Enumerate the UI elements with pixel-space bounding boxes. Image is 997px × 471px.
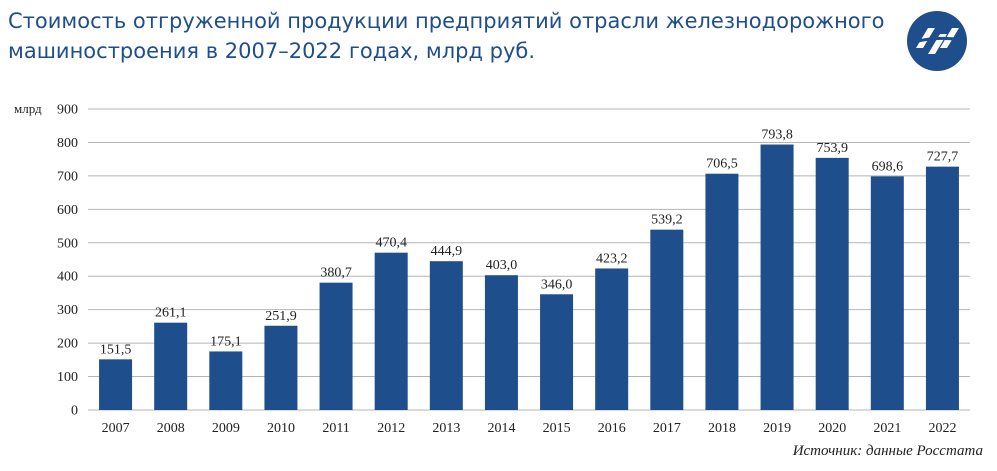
- value-label: 423,2: [596, 251, 628, 266]
- bar: [374, 252, 408, 410]
- company-logo-icon: [907, 11, 967, 71]
- bar: [705, 173, 739, 410]
- x-tick-label: 2019: [763, 421, 791, 436]
- bar: [540, 294, 574, 410]
- value-label: 346,0: [541, 277, 573, 292]
- bar: [209, 351, 243, 410]
- bar: [760, 144, 794, 410]
- x-tick-label: 2018: [708, 421, 736, 436]
- y-tick-label: 100: [57, 370, 78, 385]
- y-axis-ticks: 0 100 200 300 400 500 600 700 800 900: [57, 103, 78, 419]
- x-tick-label: 2010: [267, 421, 295, 436]
- x-tick-label: 2015: [543, 421, 571, 436]
- value-label: 151,5: [100, 342, 132, 357]
- value-label: 727,7: [927, 150, 959, 165]
- bar: [154, 322, 188, 410]
- y-tick-label: 300: [57, 303, 78, 318]
- x-tick-label: 2007: [102, 421, 130, 436]
- bars: [99, 144, 959, 410]
- value-label: 403,0: [486, 258, 518, 273]
- value-label: 539,2: [651, 213, 683, 228]
- y-tick-label: 200: [57, 337, 78, 352]
- value-label: 175,1: [210, 334, 242, 349]
- x-tick-label: 2009: [212, 421, 240, 436]
- x-tick-label: 2012: [377, 421, 405, 436]
- x-tick-label: 2022: [928, 421, 956, 436]
- value-label: 251,9: [265, 309, 297, 324]
- value-label: 793,8: [761, 128, 793, 143]
- chart-title: Стоимость отгруженной продукции предприя…: [8, 9, 885, 63]
- value-label: 706,5: [706, 157, 738, 172]
- value-label: 698,6: [872, 159, 904, 174]
- y-tick-label: 500: [57, 236, 78, 251]
- x-tick-label: 2014: [487, 421, 515, 436]
- value-label: 753,9: [816, 141, 848, 156]
- source-note: Источник: данные Росстата: [792, 443, 983, 459]
- y-tick-label: 700: [57, 169, 78, 184]
- value-labels: 151,5 261,1 175,1 251,9 380,7 470,4 444,9 403,0…: [100, 128, 958, 358]
- y-tick-label: 900: [57, 103, 78, 118]
- bar: [319, 282, 353, 410]
- x-tick-label: 2020: [818, 421, 846, 436]
- value-label: 261,1: [155, 306, 187, 321]
- x-tick-label: 2017: [653, 421, 681, 436]
- bar: [650, 229, 684, 410]
- bar: [429, 261, 463, 410]
- x-tick-label: 2008: [157, 421, 185, 436]
- bar: [815, 157, 849, 410]
- y-tick-label: 800: [57, 136, 78, 151]
- bar: [870, 176, 904, 410]
- x-tick-label: 2016: [598, 421, 626, 436]
- bar: [595, 268, 629, 410]
- value-label: 444,9: [431, 244, 463, 259]
- bar: [484, 275, 518, 410]
- bar: [264, 325, 298, 410]
- x-tick-label: 2011: [322, 421, 349, 436]
- value-label: 380,7: [320, 266, 352, 281]
- x-axis-ticks: 2007 2008 2009 2010 2011 2012 2013 2014 2015 2016…: [102, 421, 957, 436]
- y-tick-label: 400: [57, 270, 78, 285]
- x-tick-label: 2021: [873, 421, 901, 436]
- bar: [99, 359, 133, 410]
- y-tick-label: 0: [71, 404, 78, 419]
- y-tick-label: 600: [57, 203, 78, 218]
- x-tick-label: 2013: [432, 421, 460, 436]
- y-axis-label: млрд: [14, 101, 42, 116]
- bar: [925, 166, 959, 410]
- value-label: 470,4: [375, 236, 407, 251]
